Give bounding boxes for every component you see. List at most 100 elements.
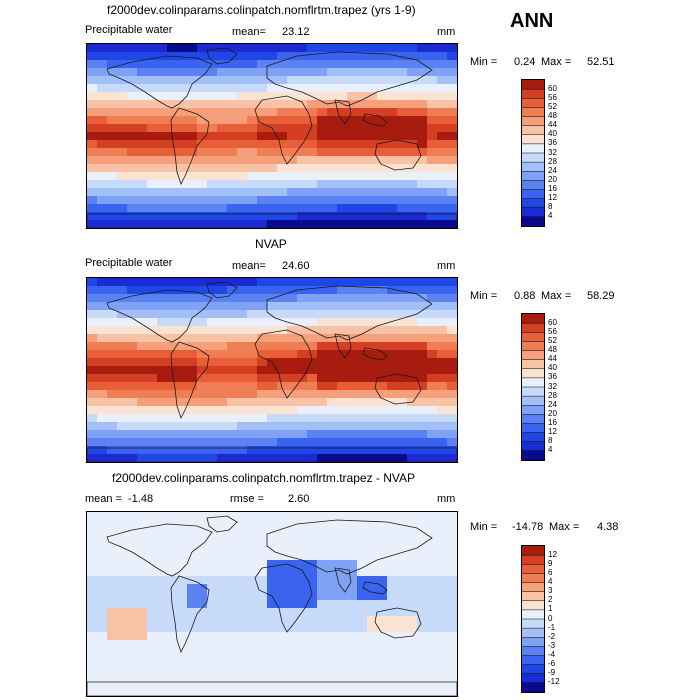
field-cell xyxy=(147,204,158,213)
field-cell xyxy=(307,76,318,85)
field-cell xyxy=(177,172,188,181)
field-cell xyxy=(117,528,128,537)
field-cell xyxy=(127,584,138,593)
field-cell xyxy=(307,390,318,399)
field-cell xyxy=(377,92,388,101)
field-cell xyxy=(377,648,388,657)
field-cell xyxy=(367,342,378,351)
field-cell xyxy=(367,576,378,585)
field-cell xyxy=(377,188,388,197)
field-cell xyxy=(227,608,238,617)
field-cell xyxy=(407,84,418,93)
field-cell xyxy=(187,84,198,93)
field-cell xyxy=(107,584,118,593)
field-cell xyxy=(317,52,328,61)
field-cell xyxy=(287,616,298,625)
field-cell xyxy=(207,100,218,109)
field-cell xyxy=(87,600,98,609)
field-cell xyxy=(377,212,388,221)
colorbar-tick-label: 12 xyxy=(548,427,557,437)
field-cell xyxy=(287,148,298,157)
panel3-rmse-label: rmse = xyxy=(230,493,264,505)
field-cell xyxy=(107,140,118,149)
field-cell xyxy=(387,624,398,633)
field-cell xyxy=(257,52,268,61)
field-cell xyxy=(367,664,378,673)
field-cell xyxy=(397,310,408,319)
field-cell xyxy=(317,212,328,221)
field-cell xyxy=(257,212,268,221)
field-cell xyxy=(377,544,388,553)
field-cell xyxy=(287,140,298,149)
panel3-min-label: Min = xyxy=(470,521,498,533)
field-cell xyxy=(227,204,238,213)
field-cell xyxy=(347,278,358,287)
field-cell xyxy=(307,648,318,657)
field-cell xyxy=(227,406,238,415)
field-cell xyxy=(87,446,98,455)
field-cell xyxy=(117,568,128,577)
colorbar-tick-label: 24 xyxy=(548,165,557,175)
field-cell xyxy=(447,84,457,93)
field-cell xyxy=(107,632,118,641)
field-cell xyxy=(397,560,408,569)
field-cell xyxy=(307,438,318,447)
field-cell xyxy=(247,350,258,359)
field-cell xyxy=(447,608,457,617)
field-cell xyxy=(197,196,208,205)
field-cell xyxy=(277,632,288,641)
field-cell xyxy=(127,608,138,617)
field-cell xyxy=(437,454,448,462)
field-cell xyxy=(307,520,318,529)
field-cell xyxy=(257,326,268,335)
field-cell xyxy=(237,318,248,327)
field-cell xyxy=(377,180,388,189)
field-cell xyxy=(307,100,318,109)
field-cell xyxy=(377,616,388,625)
field-cell xyxy=(377,576,388,585)
field-cell xyxy=(197,164,208,173)
field-cell xyxy=(277,648,288,657)
field-cell xyxy=(377,76,388,85)
field-cell xyxy=(337,528,348,537)
field-cell xyxy=(417,640,428,649)
field-cell xyxy=(267,212,278,221)
field-cell xyxy=(147,100,158,109)
field-cell xyxy=(437,132,448,141)
field-cell xyxy=(397,318,408,327)
field-cell xyxy=(377,124,388,133)
field-cell xyxy=(357,600,368,609)
field-cell xyxy=(137,672,148,681)
field-cell xyxy=(237,528,248,537)
field-cell xyxy=(367,390,378,399)
field-cell xyxy=(167,108,178,117)
field-cell xyxy=(337,294,348,303)
field-cell xyxy=(317,406,328,415)
field-cell xyxy=(277,156,288,165)
colorbar-swatch xyxy=(522,189,544,199)
field-cell xyxy=(137,608,148,617)
field-cell xyxy=(207,140,218,149)
field-cell xyxy=(127,92,138,101)
field-cell xyxy=(97,624,108,633)
field-cell xyxy=(97,294,108,303)
field-cell xyxy=(447,342,457,351)
field-cell xyxy=(117,204,128,213)
field-cell xyxy=(157,188,168,197)
field-cell xyxy=(177,164,188,173)
field-cell xyxy=(107,294,118,303)
field-cell xyxy=(367,116,378,125)
field-cell xyxy=(207,600,218,609)
field-cell xyxy=(237,398,248,407)
field-cell xyxy=(367,140,378,149)
field-cell xyxy=(367,414,378,423)
field-cell xyxy=(447,568,457,577)
colorbar-swatch xyxy=(522,332,544,342)
field-cell xyxy=(337,374,348,383)
field-cell xyxy=(127,108,138,117)
field-cell xyxy=(427,600,438,609)
field-cell xyxy=(247,600,258,609)
field-cell xyxy=(167,350,178,359)
field-cell xyxy=(267,366,278,375)
field-cell xyxy=(287,44,298,53)
